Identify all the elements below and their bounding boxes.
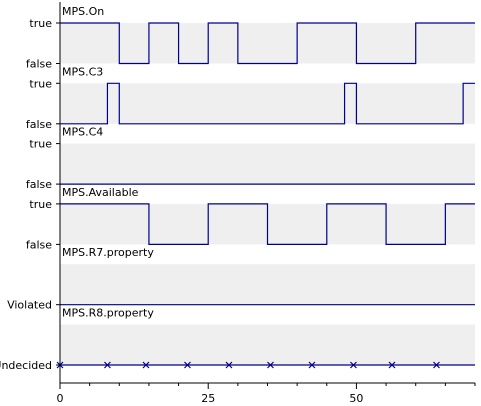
track-title: MPS.C3 bbox=[62, 65, 103, 78]
track-title: MPS.C4 bbox=[62, 126, 103, 139]
track-high-label: true bbox=[29, 198, 52, 211]
track-low-label: false bbox=[26, 118, 52, 131]
track-band bbox=[60, 143, 475, 185]
track-low-label: false bbox=[26, 58, 52, 71]
event-marker bbox=[184, 361, 191, 369]
track-low-label: Violated bbox=[7, 299, 52, 312]
event-marker bbox=[225, 361, 233, 369]
event-marker bbox=[142, 361, 150, 369]
track-high-label: true bbox=[29, 77, 52, 90]
event-marker bbox=[350, 361, 357, 369]
event-marker bbox=[388, 361, 396, 369]
track-title: MPS.Available bbox=[62, 186, 139, 199]
track-low-label: Undecided bbox=[0, 359, 52, 372]
track-band bbox=[60, 324, 475, 365]
track-title: MPS.On bbox=[62, 5, 104, 18]
x-axis: 0 25 50 bbox=[57, 2, 476, 405]
track-low-label: false bbox=[26, 238, 52, 251]
track-high-label: true bbox=[29, 138, 52, 151]
signal-trace bbox=[60, 203, 475, 245]
track-band bbox=[60, 23, 475, 64]
track-title: MPS.R7.property bbox=[62, 246, 154, 259]
track-low-label: false bbox=[26, 178, 52, 191]
track-title: MPS.R8.property bbox=[62, 307, 154, 320]
track-band bbox=[60, 264, 475, 305]
x-tick-label: 50 bbox=[349, 392, 363, 405]
traces-layer bbox=[56, 22, 475, 369]
x-tick-label: 25 bbox=[201, 392, 215, 405]
event-marker bbox=[308, 361, 316, 369]
event-marker bbox=[433, 361, 440, 369]
track-high-label: true bbox=[29, 17, 52, 30]
event-marker bbox=[267, 361, 274, 369]
x-tick-label: 0 bbox=[57, 392, 64, 405]
track-band bbox=[60, 83, 475, 124]
signal-trace bbox=[60, 22, 475, 65]
event-marker bbox=[104, 361, 111, 369]
signal-trace bbox=[60, 82, 475, 125]
labels-layer: MPS.On true false MPS.C3 true false MPS.C4 true… bbox=[0, 5, 154, 372]
